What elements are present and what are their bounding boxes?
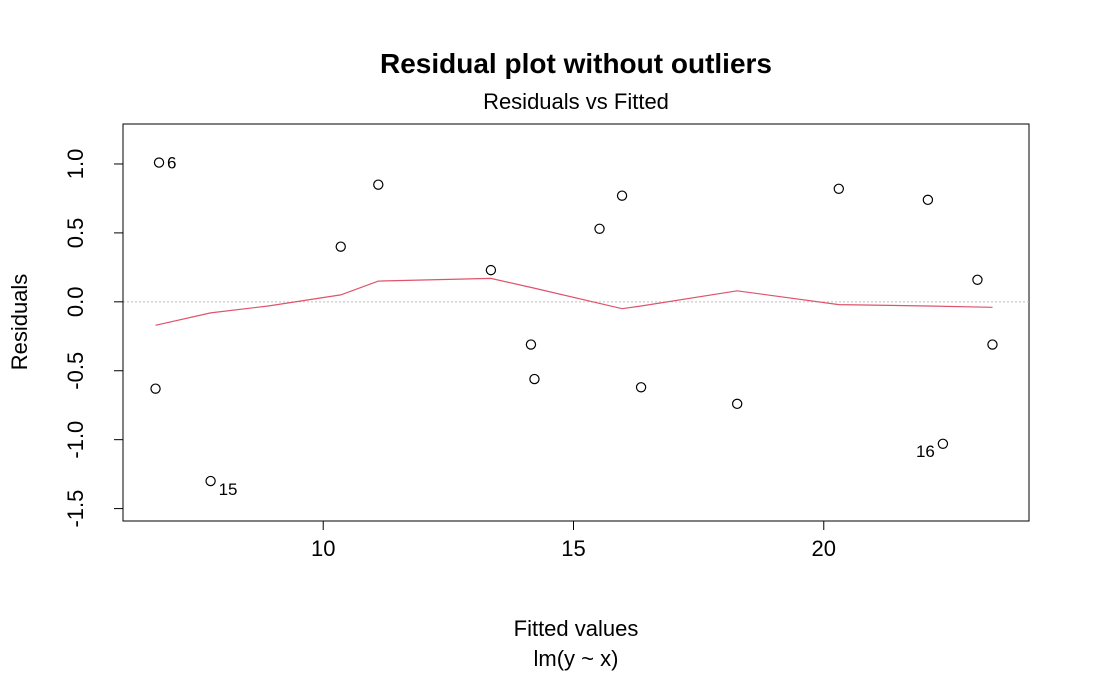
data-point <box>635 382 647 393</box>
point-label: 15 <box>219 480 238 499</box>
data-point <box>205 475 216 487</box>
data-point <box>731 398 743 410</box>
y-tick-label: 0.0 <box>63 287 88 318</box>
y-tick-label: -1.5 <box>63 490 88 528</box>
y-tick-label: 0.5 <box>63 218 88 249</box>
x-tick-label: 20 <box>812 536 836 561</box>
data-point <box>594 223 605 234</box>
chart-title: Residual plot without outliers <box>380 48 772 79</box>
plot-frame <box>122 123 1030 522</box>
data-point <box>987 339 998 350</box>
x-tick-label: 10 <box>311 536 335 561</box>
x-axis-sublabel: lm(y ~ x) <box>534 646 619 671</box>
point-label: 16 <box>916 442 935 461</box>
data-point <box>373 179 384 190</box>
chart-subtitle: Residuals vs Fitted <box>483 89 669 114</box>
data-point <box>922 194 934 206</box>
data-point <box>616 190 628 201</box>
y-tick-label: -0.5 <box>63 352 88 390</box>
data-point <box>972 274 983 285</box>
x-tick-label: 15 <box>561 536 585 561</box>
data-point <box>525 339 537 350</box>
data-point <box>335 241 346 252</box>
data-point <box>150 383 161 394</box>
point-label: 6 <box>167 154 176 173</box>
data-point <box>153 157 165 168</box>
data-point <box>529 373 540 385</box>
smoother-line <box>155 277 993 326</box>
data-point <box>485 264 497 276</box>
data-point <box>833 183 844 194</box>
y-tick-label: 1.0 <box>63 149 88 180</box>
y-tick-label: -1.0 <box>63 421 88 459</box>
y-axis-label: Residuals <box>7 274 32 371</box>
x-axis-label: Fitted values <box>514 616 639 641</box>
data-point <box>937 438 949 450</box>
